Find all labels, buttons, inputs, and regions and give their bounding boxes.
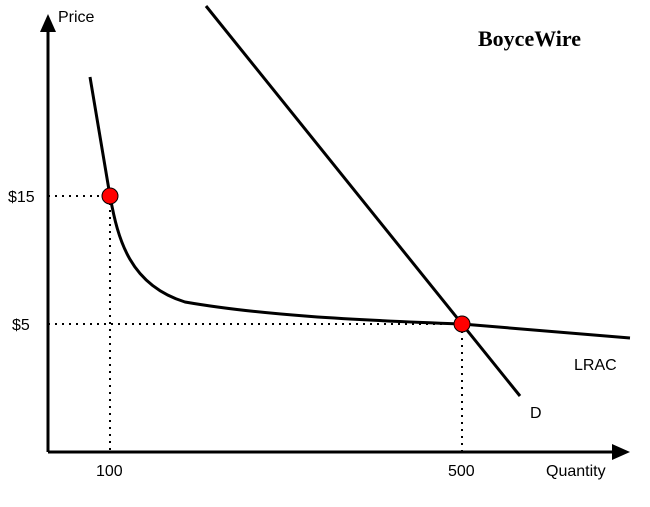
- x-tick-label: 100: [96, 463, 123, 480]
- axes: [40, 14, 630, 460]
- y-tick-label: $15: [8, 189, 35, 206]
- x-axis-arrow: [612, 444, 630, 460]
- x-tick-label: 500: [448, 463, 475, 480]
- intersection-point: [102, 188, 118, 204]
- y-axis-label: Price: [58, 9, 95, 26]
- watermark: BoyceWire: [478, 26, 581, 51]
- x-axis-label: Quantity: [546, 463, 606, 480]
- demand-label: D: [530, 405, 542, 422]
- y-tick-label: $5: [12, 317, 30, 334]
- demand-line: [206, 6, 520, 396]
- lrac-label: LRAC: [574, 357, 617, 374]
- lrac-curve: [90, 77, 630, 338]
- economics-chart: $15 $5 100 500 Price Quantity LRAC D Boy…: [0, 0, 650, 502]
- dotted-guides: [48, 196, 462, 452]
- intersection-point: [454, 316, 470, 332]
- chart-svg: $15 $5 100 500 Price Quantity LRAC D Boy…: [0, 0, 650, 502]
- y-axis-arrow: [40, 14, 56, 32]
